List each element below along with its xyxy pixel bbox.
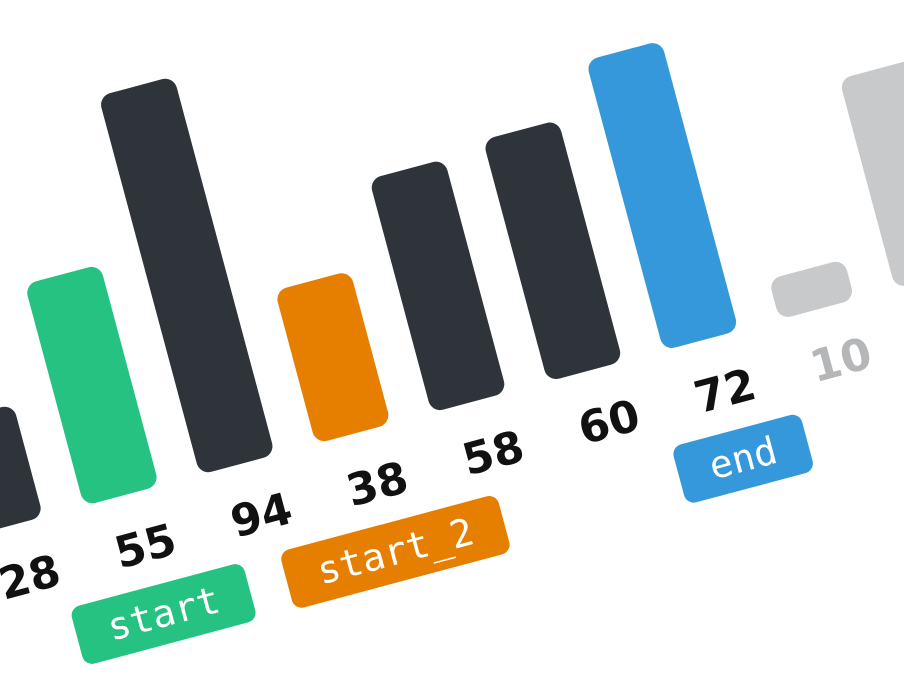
bar-value-label: 72: [689, 359, 761, 424]
pointer-badge-start: [71, 564, 256, 664]
array-bar: [841, 61, 904, 286]
bar-value-label: 28: [0, 545, 66, 610]
bar-value-label: 58: [457, 421, 529, 486]
array-bar: [277, 273, 389, 442]
bar-value-label: 55: [109, 514, 181, 579]
array-bar: [0, 406, 41, 535]
pointer-badge-end: [673, 414, 813, 503]
array-bar: [771, 261, 853, 317]
bar-value-label: 10: [805, 328, 877, 393]
array-bar: [371, 161, 505, 411]
bar-value-label: 60: [573, 390, 645, 455]
array-bar: [588, 43, 737, 348]
array-bar: [485, 122, 621, 380]
bar-value-label: 38: [341, 452, 413, 517]
array-bar: [27, 266, 157, 504]
array-bar: [101, 78, 273, 473]
pointer-badge-start_2: [281, 496, 510, 608]
bar-value-label: 94: [225, 483, 297, 548]
